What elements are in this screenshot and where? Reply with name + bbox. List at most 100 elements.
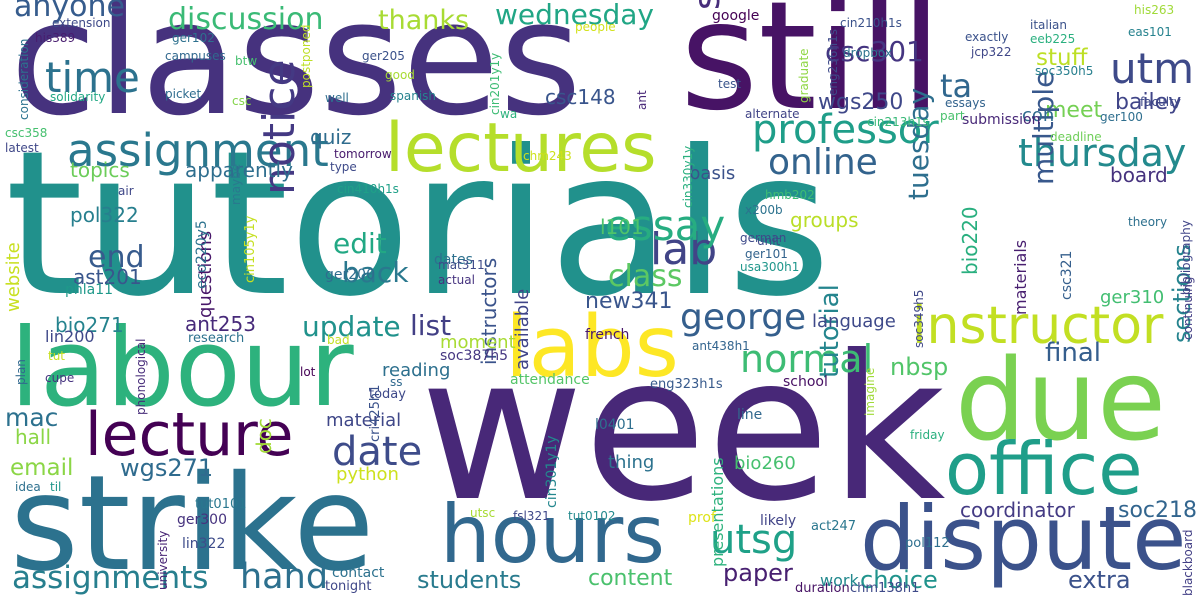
word-italian: italian <box>1030 18 1068 32</box>
word-campuses: campuses <box>165 49 226 63</box>
word-ger101: ger101 <box>745 247 788 261</box>
word-act247: act247 <box>811 519 857 534</box>
word-lab: lab <box>650 224 718 275</box>
word-list: list <box>410 309 452 342</box>
word-moment: moment <box>440 332 516 353</box>
word-update: update <box>302 310 401 343</box>
word-part: part <box>940 109 965 123</box>
word-wa: wa <box>500 107 518 121</box>
word-picket: picket <box>165 87 202 101</box>
word-essays: essays <box>945 96 986 110</box>
word-cin213h1s: cin213h1s <box>867 115 929 129</box>
word-chm243: chm243 <box>523 149 572 163</box>
word-alternate: alternate <box>745 107 800 121</box>
word-content: content <box>588 566 673 591</box>
word-board: board <box>1110 163 1168 187</box>
word-german: german <box>740 231 787 245</box>
word-csc148: csc148 <box>545 85 616 109</box>
word-postponed: postponed <box>299 24 313 88</box>
word-online: online <box>768 142 878 183</box>
word-phonological: phonological <box>134 338 148 415</box>
word-materials: materials <box>1011 239 1030 315</box>
word-line: line <box>737 407 763 423</box>
word-hmb202: hmb202 <box>765 188 815 202</box>
word-bio271: bio271 <box>55 313 124 337</box>
word-assignments: assignments <box>12 560 209 596</box>
word-ant: ant <box>635 90 649 110</box>
word-hours: hours <box>440 488 665 581</box>
word-eng236h1s: eng236h1s <box>826 28 840 96</box>
word-his263: his263 <box>1134 3 1175 17</box>
word-lin322: lin322 <box>182 536 226 552</box>
word-fsl321: fsl321 <box>513 509 550 523</box>
word-lot: lot <box>300 365 316 379</box>
word-eas101: eas101 <box>1128 25 1172 39</box>
word-people: people <box>575 20 616 34</box>
word-week: week <box>420 313 946 546</box>
word-usa300h1: usa300h1 <box>740 260 800 274</box>
word-soc350h5: soc350h5 <box>1035 64 1094 78</box>
word-students: students <box>417 566 522 594</box>
word-attendance: attendance <box>510 372 590 388</box>
word-bailey: bailey <box>1115 90 1182 115</box>
word-wgs271: wgs271 <box>120 454 214 482</box>
word-submission: submission <box>962 112 1041 128</box>
word-ant253: ant253 <box>185 312 256 336</box>
word-eng323h1s: eng323h1s <box>650 377 723 392</box>
word-friday: friday <box>910 428 945 442</box>
word-ta: ta <box>940 67 973 105</box>
word-due: due <box>955 336 1166 466</box>
word-dates: dates <box>434 252 473 268</box>
word-eeb225: eeb225 <box>1030 32 1076 46</box>
word-time: time <box>45 53 140 102</box>
word-cin210h1s: cin210h1s <box>840 16 902 30</box>
word-well: well <box>325 91 349 105</box>
word-cin201y1y: cin201y1y <box>488 52 502 115</box>
word-chm138h1: chm138h1 <box>850 581 920 596</box>
word-still: still <box>680 0 942 144</box>
word-continuing: continuing <box>1181 276 1195 340</box>
word-topics: topics <box>70 158 130 182</box>
word-thing: thing <box>608 452 655 473</box>
word-csc358: csc358 <box>5 126 48 140</box>
word-duration: duration <box>795 581 850 596</box>
word-lecture: lecture <box>85 400 294 470</box>
word-x200b: x200b <box>745 203 783 217</box>
word-date: date <box>332 429 423 475</box>
word-graduate: graduate <box>797 48 811 103</box>
word-tut0101: tut0101 <box>195 497 247 512</box>
word-dispute: dispute <box>860 487 1187 590</box>
word-french: french <box>585 327 630 343</box>
word-mat311: mat311 <box>438 258 485 272</box>
word-new341: new341 <box>585 289 673 314</box>
word-tut0102: tut0102 <box>568 509 616 523</box>
word-coordinator: coordinator <box>960 498 1075 522</box>
word-good: good <box>385 68 415 82</box>
word-type: type <box>330 160 357 174</box>
word-end: end <box>88 240 145 275</box>
word-csc301: csc301 <box>825 35 924 68</box>
word-work: work <box>820 571 859 590</box>
word-extension: extension <box>52 16 111 30</box>
word-phla11: phla11 <box>65 282 114 298</box>
word-choice: choice <box>860 566 938 594</box>
word-paper: paper <box>723 559 793 587</box>
word-cin105y1y: cin105y1y <box>243 215 258 283</box>
word-faculty: faculty <box>1140 95 1181 109</box>
word-tuesday: tuesday <box>902 87 935 200</box>
word-deadline: deadline <box>1050 130 1102 144</box>
word-air: air <box>118 184 134 198</box>
word-basis: basis <box>689 163 736 184</box>
word-tomorrow: tomorrow <box>334 147 392 161</box>
word-assignment: assignment <box>67 124 329 177</box>
word-plan: plan <box>14 359 28 385</box>
word-thanks: thanks <box>378 5 470 36</box>
word-instructor: instructor <box>912 296 1164 356</box>
word-class: class <box>608 259 683 294</box>
word-ger310: ger310 <box>1100 287 1165 308</box>
word-normal: normal <box>740 337 874 381</box>
word-ger200: ger200 <box>325 267 375 283</box>
word-exactly: exactly <box>965 30 1009 44</box>
word-back: back <box>342 256 409 289</box>
